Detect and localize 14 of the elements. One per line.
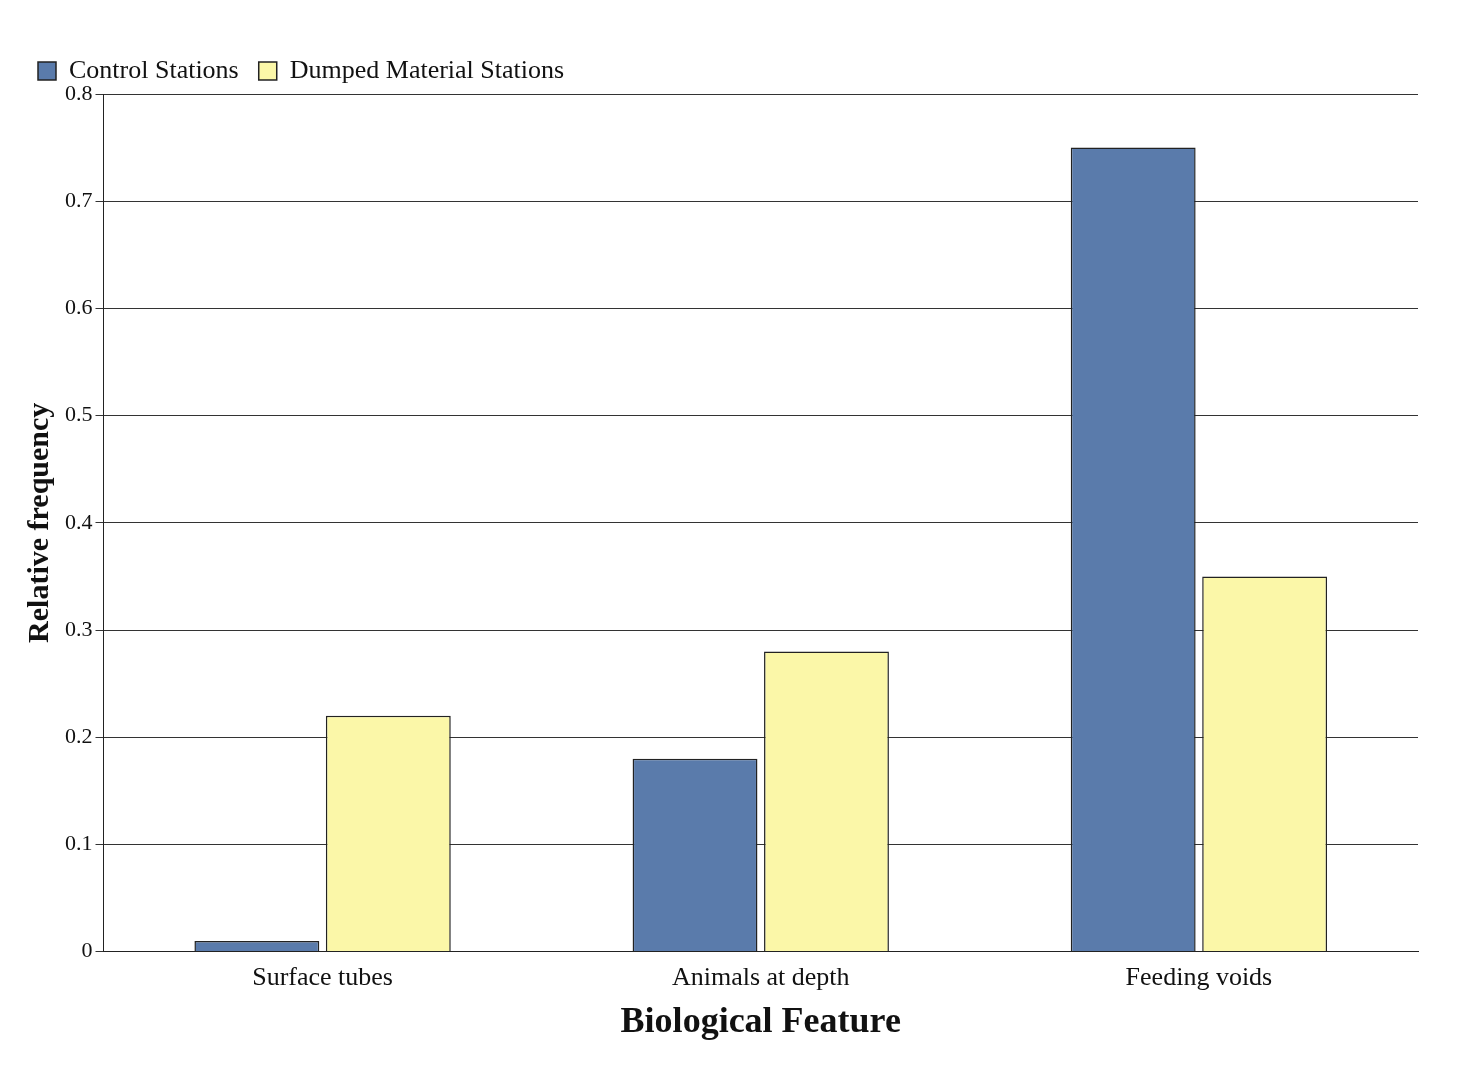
y-tick-label: 0.3 [65,615,93,641]
y-tick-label: 0.5 [65,401,93,427]
y-tick-label: 0.4 [65,508,93,534]
y-tick-label: 0.1 [65,830,93,856]
y-tick-label: 0.7 [65,186,93,212]
y-tick-label: 0 [81,937,93,963]
legend-label: Dumped Material Stations [289,54,565,84]
y-tick-label: 0.6 [65,294,93,320]
x-tick-label: Surface tubes [252,962,393,992]
x-axis-title: Biological Feature [620,999,901,1040]
y-axis-title: Relative frequency [20,402,54,643]
x-tick-label: Feeding voids [1125,962,1273,992]
y-tick-label: 0.2 [65,722,93,748]
x-tick-label: Animals at depth [671,962,850,992]
